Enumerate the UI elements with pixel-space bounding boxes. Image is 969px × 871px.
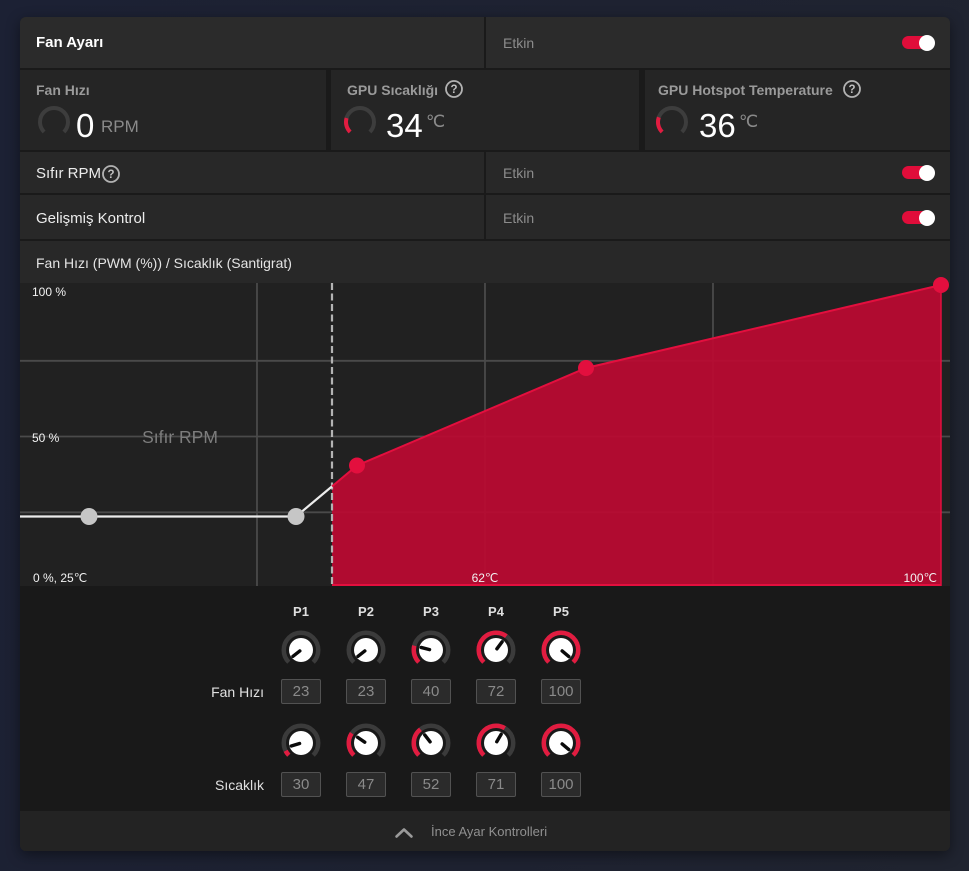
svg-text:100 %: 100 %	[32, 285, 66, 299]
svg-text:62℃: 62℃	[472, 571, 499, 585]
svg-text:?: ?	[107, 169, 114, 181]
svg-text:Sıfır RPM: Sıfır RPM	[142, 427, 218, 447]
svg-text:50 %: 50 %	[32, 431, 60, 445]
svg-text:?: ?	[848, 84, 855, 96]
svg-text:100℃: 100℃	[904, 571, 938, 585]
svg-text:0 %, 25℃: 0 %, 25℃	[33, 571, 87, 585]
svg-text:?: ?	[450, 84, 457, 96]
